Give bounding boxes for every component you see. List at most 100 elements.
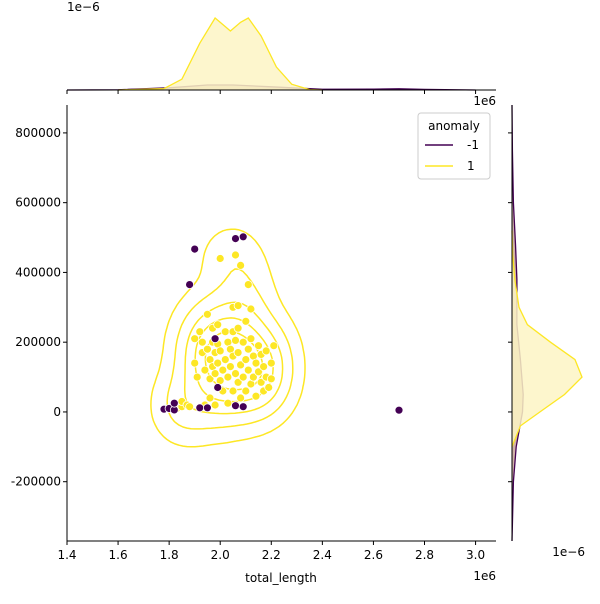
y-tick-label: 800000: [15, 126, 61, 140]
x-tick-label: 2.0: [211, 548, 230, 562]
kde-contour-level-1: [150, 228, 306, 448]
scatter-point-anomaly-1: [210, 369, 220, 379]
scatter-point-anomaly-1: [233, 301, 243, 311]
scatter-point-anomaly-1: [220, 355, 230, 365]
scatter-point-anomaly-neg1: [202, 403, 212, 413]
scatter-point-anomaly-1: [231, 369, 240, 379]
x-tick-label: 1.6: [109, 548, 128, 562]
x-tick-label: 2.4: [313, 548, 332, 562]
x-tick-label: 3.0: [466, 548, 485, 562]
y-tick-label: -200000: [11, 475, 61, 489]
legend-title: anomaly: [428, 119, 480, 133]
scatter-point-anomaly-1: [233, 377, 243, 387]
scatter-point-anomaly-1: [264, 383, 274, 392]
scatter-point-anomaly-1: [243, 344, 253, 354]
scatter-point-anomaly-1: [246, 304, 256, 314]
scatter-point-anomaly-1: [210, 400, 220, 410]
scatter-point-anomaly-1: [238, 337, 248, 347]
scatter-point-anomaly-neg1: [195, 403, 205, 413]
scatter-point-anomaly-1: [213, 320, 223, 330]
scatter-point-anomaly-1: [254, 341, 263, 351]
scatter-point-anomaly-1: [223, 372, 233, 382]
y-tick-label: 200000: [15, 335, 61, 349]
top-marginal-offset-label: 1e−6: [67, 0, 100, 14]
y-tick-label: 0: [53, 405, 61, 419]
x-tick-label: 2.8: [415, 548, 434, 562]
scatter-point-anomaly-neg1: [394, 405, 404, 415]
x-axis-label: total_length: [245, 571, 317, 585]
scatter-point-anomaly-1: [243, 365, 253, 375]
legend: anomaly -1 1: [417, 112, 491, 180]
scatter-point-anomaly-1: [223, 398, 233, 408]
scatter-point-anomaly-1: [233, 348, 243, 358]
scatter-point-anomaly-1: [266, 358, 276, 368]
top-density-fill-anomaly-1: [118, 18, 323, 90]
y-tick-label: 400000: [15, 265, 61, 279]
scatter-point-anomaly-1: [236, 260, 246, 270]
scatter-point-anomaly-1: [192, 372, 202, 382]
scatter-point-anomaly-1: [241, 316, 251, 326]
legend-label-anomaly-neg1: -1: [467, 138, 479, 152]
scatter-point-anomaly-1: [248, 372, 258, 382]
scatter-point-anomaly-neg1: [231, 234, 240, 244]
scatter-point-anomaly-1: [261, 346, 271, 356]
right-density-fill-anomaly-1: [512, 230, 582, 447]
scatter-point-anomaly-1: [200, 365, 210, 375]
scatter-point-anomaly-neg1: [231, 401, 240, 411]
scatter-point-anomaly-1: [202, 309, 212, 319]
x-tick-label: 2.6: [364, 548, 383, 562]
x-offset-label: 1e6: [473, 569, 496, 583]
x-tick-label: 1.4: [57, 548, 76, 562]
scatter-point-anomaly-1: [205, 374, 215, 384]
scatter-point-anomaly-1: [231, 250, 240, 260]
scatter-point-anomaly-neg1: [190, 244, 200, 254]
scatter-points: [159, 232, 404, 415]
scatter-point-anomaly-1: [202, 344, 212, 354]
scatter-point-anomaly-1: [231, 335, 240, 345]
scatter-point-anomaly-1: [238, 372, 248, 382]
scatter-point-anomaly-1: [213, 358, 223, 368]
scatter-point-anomaly-1: [236, 360, 246, 370]
scatter-point-anomaly-1: [205, 393, 215, 403]
x-tick-label: 1.8: [160, 548, 179, 562]
scatter-point-anomaly-neg1: [185, 280, 195, 290]
scatter-point-anomaly-1: [225, 362, 235, 372]
axes: 1.4 1.6 1.8 2.0 2.2 2.4 2.6 2.8 3.0 -200000 0 20000…: [11, 89, 513, 562]
scatter-point-anomaly-1: [233, 323, 243, 333]
scatter-point-anomaly-1: [254, 367, 263, 377]
right-marginal-offset-label: 1e6: [473, 94, 496, 108]
scatter-point-anomaly-1: [236, 393, 246, 403]
scatter-point-anomaly-1: [218, 365, 228, 375]
legend-label-anomaly-1: 1: [467, 159, 475, 173]
scatter-point-anomaly-1: [195, 327, 205, 337]
scatter-point-anomaly-neg1: [238, 232, 248, 242]
scatter-point-anomaly-1: [241, 355, 251, 365]
scatter-point-anomaly-1: [256, 377, 266, 387]
scatter-point-anomaly-neg1: [213, 383, 223, 392]
legend-frame: [417, 112, 491, 180]
scatter-point-anomaly-1: [215, 346, 225, 356]
scatter-point-anomaly-1: [246, 334, 256, 344]
y-tick-label: 600000: [15, 196, 61, 210]
scatter-point-anomaly-1: [185, 402, 195, 412]
scatter-point-anomaly-1: [251, 391, 261, 401]
scatter-point-anomaly-neg1: [238, 402, 248, 412]
scatter-point-anomaly-1: [190, 334, 200, 344]
scatter-point-anomaly-1: [269, 341, 279, 351]
scatter-point-anomaly-1: [197, 337, 207, 347]
scatter-point-anomaly-1: [266, 374, 276, 384]
kde-contour-level-2: [166, 268, 294, 430]
scatter-point-anomaly-1: [215, 254, 225, 263]
scatter-point-anomaly-1: [220, 327, 230, 337]
scatter-point-anomaly-1: [228, 386, 238, 396]
scatter-point-anomaly-1: [243, 280, 253, 290]
main-scatter-panel: [150, 228, 404, 448]
right-marginal-bottom-offset-label: 1e−6: [552, 545, 585, 559]
top-marginal-density: [66, 17, 476, 91]
scatter-point-anomaly-1: [259, 362, 269, 372]
right-marginal-density: [511, 104, 583, 542]
top-density-line-anomaly-1: [118, 17, 323, 91]
scatter-point-anomaly-neg1: [169, 398, 179, 408]
scatter-point-anomaly-1: [251, 358, 261, 368]
